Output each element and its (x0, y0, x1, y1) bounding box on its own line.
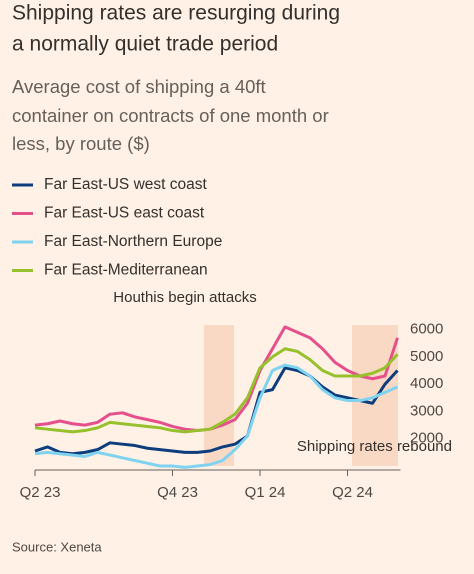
y-tick-label: 3000 (410, 402, 443, 419)
title: Shipping rates are resurging during (12, 2, 340, 25)
series-line (34, 366, 399, 456)
legend-label: Far East-Northern Europe (44, 233, 222, 250)
y-tick-label: 2000 (410, 430, 443, 447)
subtitle: Average cost of shipping a 40ft (12, 76, 266, 97)
series-line (34, 347, 399, 434)
legend-label: Far East-Mediterranean (44, 262, 208, 279)
subtitle: container on contracts of one month or (12, 105, 329, 126)
subtitle: less, by route ($) (12, 133, 150, 154)
shaded-period (204, 325, 234, 466)
plot-area (34, 325, 399, 469)
y-tick-label: 5000 (410, 348, 443, 365)
series-line (34, 363, 399, 469)
legend-label: Far East-US east coast (44, 205, 205, 222)
legend-label: Far East-US west coast (44, 176, 207, 193)
annotation: Houthis begin attacks (113, 289, 256, 306)
y-tick-label: 4000 (410, 375, 443, 392)
x-tick-label: Q1 24 (245, 484, 286, 501)
annotation: Shipping rates rebound (297, 438, 452, 455)
y-tick-label: 6000 (410, 321, 443, 338)
x-tick-label: Q4 23 (157, 484, 198, 501)
source: Source: Xeneta (12, 539, 102, 554)
x-tick-label: Q2 23 (20, 484, 61, 501)
x-tick-label: Q2 24 (332, 484, 373, 501)
title: a normally quiet trade period (12, 33, 278, 56)
